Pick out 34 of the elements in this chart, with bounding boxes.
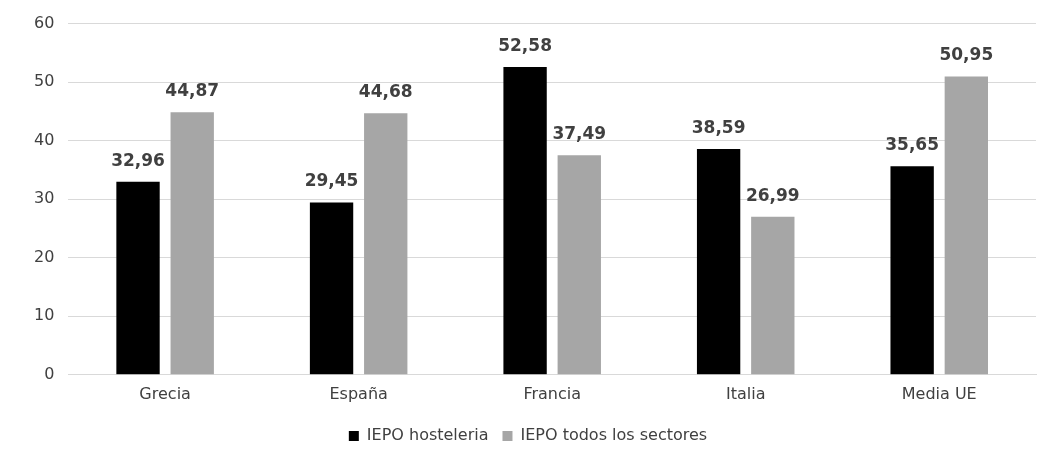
y-tick-label: 20	[34, 246, 55, 266]
bar	[309, 202, 354, 375]
bar	[503, 67, 547, 375]
data-label: 26,99	[745, 184, 800, 205]
data-label: 52,58	[498, 34, 552, 55]
data-label: 29,45	[304, 170, 359, 191]
bar	[751, 216, 795, 375]
x-tick-label: Media UE	[901, 383, 977, 403]
bar	[890, 166, 934, 375]
legend-label: IEPO todos los sectores	[520, 425, 708, 445]
y-tick-label: 50	[34, 71, 55, 91]
data-label: 37,49	[552, 123, 607, 144]
y-tick-label: 0	[44, 363, 55, 383]
x-tick-label: Francia	[523, 383, 581, 403]
x-tick-label: España	[329, 383, 388, 403]
x-tick-label: Grecia	[139, 383, 191, 403]
data-label: 38,59	[691, 116, 746, 137]
bar	[170, 112, 214, 375]
legend-label: IEPO hosteleria	[366, 425, 489, 445]
x-tick-label: Italia	[725, 383, 766, 403]
y-tick-label: 10	[34, 305, 55, 325]
bar	[944, 76, 989, 375]
bar	[116, 181, 160, 375]
data-label: 35,65	[885, 134, 940, 155]
data-label: 44,68	[358, 81, 413, 102]
bar	[557, 155, 601, 375]
data-label: 32,96	[111, 149, 165, 170]
data-label: 50,95	[939, 44, 994, 65]
y-tick-label: 60	[34, 12, 55, 32]
y-tick-label: 30	[34, 188, 55, 208]
y-tick-label: 40	[34, 129, 55, 149]
data-label: 44,87	[165, 80, 220, 101]
bar	[364, 113, 408, 375]
bar	[696, 148, 741, 375]
